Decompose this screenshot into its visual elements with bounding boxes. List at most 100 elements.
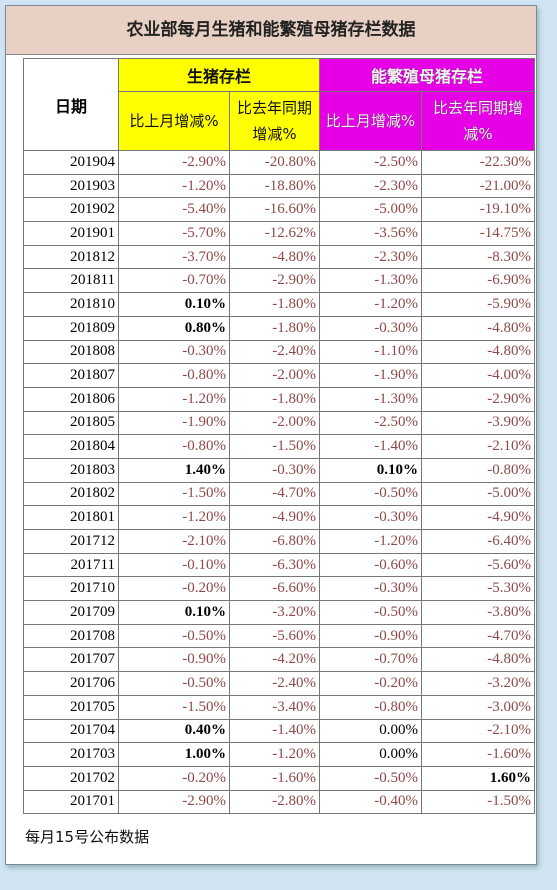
value-cell: 1.40% (118, 457, 230, 483)
value-cell: -1.80% (229, 292, 320, 317)
table-row: 201710 -0.20% -6.60% -0.30% -5.30% (23, 576, 535, 602)
value-cell: -5.60% (421, 552, 535, 578)
date-cell: 201806 (23, 386, 119, 412)
table-row: 201709 0.10% -3.20% -0.50% -3.80% (23, 600, 535, 625)
value-cell: -1.40% (319, 434, 422, 459)
panel: 农业部每月生猪和能繁殖母猪存栏数据 日期 生猪存栏 能繁殖母猪存栏 比上月增减%… (5, 5, 537, 865)
date-cell: 201712 (23, 529, 119, 554)
table-row: 201807 -0.80% -2.00% -1.90% -4.00% (23, 363, 535, 388)
value-cell: -0.40% (319, 789, 422, 815)
value-cell: -2.10% (421, 434, 535, 459)
date-cell: 201705 (23, 694, 119, 720)
date-cell: 201709 (23, 600, 119, 625)
table-row: 201803 1.40% -0.30% 0.10% -0.80% (23, 457, 535, 483)
value-cell: -3.20% (421, 671, 535, 696)
value-cell: -0.60% (319, 552, 422, 578)
value-cell: -1.20% (118, 386, 230, 412)
value-cell: -3.56% (319, 221, 422, 246)
title: 农业部每月生猪和能繁殖母猪存栏数据 (6, 6, 536, 55)
value-cell: -16.60% (229, 197, 320, 223)
table-row: 201706 -0.50% -2.40% -0.20% -3.20% (23, 671, 535, 696)
value-cell: -0.20% (118, 765, 230, 791)
table-row: 201810 0.10% -1.80% -1.20% -5.90% (23, 292, 535, 317)
value-cell: -1.40% (229, 718, 320, 744)
value-cell: -5.00% (319, 197, 422, 223)
value-cell: 0.40% (118, 718, 230, 744)
table-row: 201705 -1.50% -3.40% -0.80% -3.00% (23, 694, 535, 720)
value-cell: -18.80% (229, 173, 320, 199)
date-cell: 201701 (23, 789, 119, 815)
value-cell: -4.80% (229, 244, 320, 270)
date-cell: 201811 (23, 268, 119, 294)
value-cell: -20.80% (229, 150, 320, 175)
value-cell: -1.20% (319, 529, 422, 554)
value-cell: -0.20% (118, 576, 230, 602)
column-header: 比上月增减% (319, 91, 422, 151)
value-cell: -1.20% (118, 505, 230, 530)
value-cell: 1.60% (421, 765, 535, 791)
table-row: 201802 -1.50% -4.70% -0.50% -5.00% (23, 481, 535, 507)
value-cell: -2.90% (229, 268, 320, 294)
value-cell: -1.30% (319, 268, 422, 294)
value-cell: -22.30% (421, 150, 535, 175)
value-cell: -0.90% (319, 623, 422, 649)
value-cell: -0.30% (319, 505, 422, 530)
value-cell: -3.20% (229, 600, 320, 625)
value-cell: -8.30% (421, 244, 535, 270)
value-cell: -2.10% (421, 718, 535, 744)
value-cell: -4.80% (421, 315, 535, 341)
value-cell: -1.50% (118, 481, 230, 507)
date-cell: 201803 (23, 457, 119, 483)
value-cell: -6.60% (229, 576, 320, 602)
date-cell: 201903 (23, 173, 119, 199)
value-cell: 0.00% (319, 718, 422, 744)
value-cell: -5.30% (421, 576, 535, 602)
value-cell: -1.50% (229, 434, 320, 459)
value-cell: -2.90% (118, 789, 230, 815)
date-cell: 201901 (23, 221, 119, 246)
table-row: 201904 -2.90% -20.80% -2.50% -22.30% (23, 150, 535, 175)
value-cell: -1.80% (229, 315, 320, 341)
value-cell: 0.10% (118, 292, 230, 317)
table-row: 201903 -1.20% -18.80% -2.30% -21.00% (23, 173, 535, 199)
value-cell: -1.10% (319, 339, 422, 365)
table-body: 201904 -2.90% -20.80% -2.50% -22.30% 201903 -1… (23, 150, 535, 815)
value-cell: -1.50% (118, 694, 230, 720)
value-cell: -0.20% (319, 671, 422, 696)
table-row: 201708 -0.50% -5.60% -0.90% -4.70% (23, 623, 535, 649)
table-row: 201801 -1.20% -4.90% -0.30% -4.90% (23, 505, 535, 530)
value-cell: -2.40% (229, 339, 320, 365)
date-cell: 201812 (23, 244, 119, 270)
value-cell: 0.10% (319, 457, 422, 483)
value-cell: -0.50% (118, 623, 230, 649)
value-cell: 0.10% (118, 600, 230, 625)
value-cell: -2.00% (229, 410, 320, 436)
column-header: 比去年同期增减% (421, 91, 535, 151)
table-row: 201805 -1.90% -2.00% -2.50% -3.90% (23, 410, 535, 436)
table-row: 201707 -0.90% -4.20% -0.70% -4.80% (23, 647, 535, 673)
value-cell: -1.90% (118, 410, 230, 436)
value-cell: -0.50% (319, 600, 422, 625)
value-cell: -3.90% (421, 410, 535, 436)
value-cell: -19.10% (421, 197, 535, 223)
date-header: 日期 (23, 58, 119, 151)
table-row: 201809 0.80% -1.80% -0.30% -4.80% (23, 315, 535, 341)
value-cell: -4.00% (421, 363, 535, 388)
value-cell: -4.80% (421, 647, 535, 673)
value-cell: -2.50% (319, 410, 422, 436)
date-cell: 201805 (23, 410, 119, 436)
data-table: 日期 生猪存栏 能繁殖母猪存栏 比上月增减% 比去年同期增减% 比上月增减% 比… (23, 58, 535, 815)
table-row: 201712 -2.10% -6.80% -1.20% -6.40% (23, 529, 535, 554)
value-cell: -0.70% (118, 268, 230, 294)
value-cell: -0.10% (118, 552, 230, 578)
value-cell: -0.30% (118, 339, 230, 365)
value-cell: -14.75% (421, 221, 535, 246)
date-cell: 201904 (23, 150, 119, 175)
value-cell: -0.50% (319, 765, 422, 791)
value-cell: -2.00% (229, 363, 320, 388)
table-row: 201811 -0.70% -2.90% -1.30% -6.90% (23, 268, 535, 294)
value-cell: -3.70% (118, 244, 230, 270)
group-header: 生猪存栏 (118, 58, 320, 92)
value-cell: -2.90% (118, 150, 230, 175)
date-cell: 201902 (23, 197, 119, 223)
